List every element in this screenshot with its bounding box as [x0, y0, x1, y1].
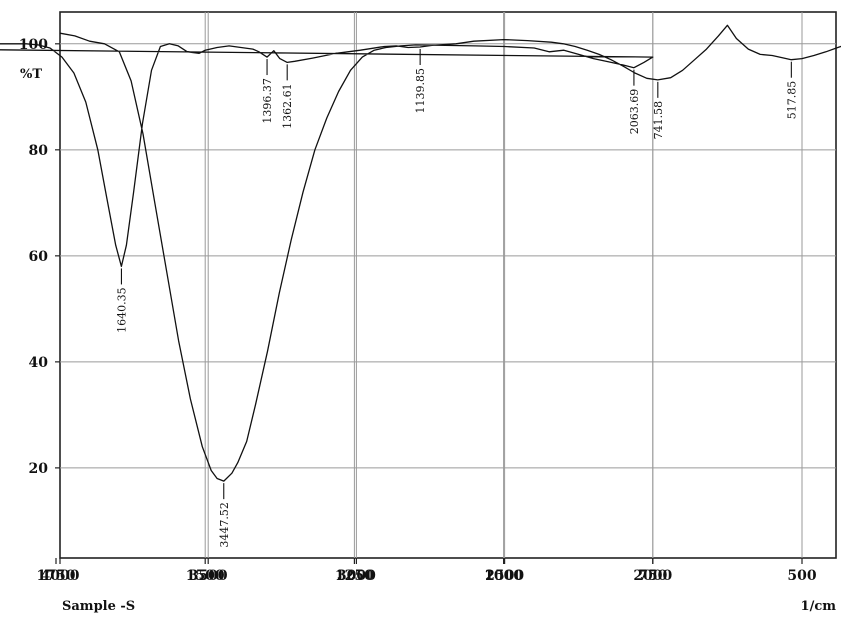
x-tick-label: 3000 — [337, 568, 376, 584]
y-tick-label: 80 — [29, 143, 49, 159]
x-tick-label: 3500 — [189, 568, 228, 584]
y-tick-label: 20 — [29, 461, 49, 477]
peak-label: 1362.61 — [281, 83, 294, 128]
x-tick-label: 750 — [638, 568, 667, 584]
spectrum-series — [0, 24, 841, 482]
x-axis-unit-label: 1/cm — [801, 599, 837, 614]
y-tick-label: 40 — [29, 355, 49, 371]
peak-label: 517.85 — [785, 81, 798, 120]
x-axis-ticks: 4000 3500 3000 2500 2000 1750 1500 1250 1000 750 5… — [37, 558, 817, 584]
peak-label: 2063.69 — [628, 89, 641, 135]
x-tick-label: 2000 — [633, 568, 672, 584]
x-tick-label: 4000 — [41, 568, 80, 584]
peak-labels: 3447.52 2063.69 1640.35 1396.37 1362.61 1139.… — [115, 48, 798, 548]
x-tick-label: 2500 — [485, 568, 524, 584]
plot-frame — [59, 11, 837, 559]
peak-label: 741.58 — [652, 101, 665, 139]
sample-label: Sample -S — [62, 599, 135, 614]
y-axis-label: %T — [20, 67, 42, 82]
grid-lines — [60, 12, 836, 558]
x-tick-label: 500 — [787, 568, 816, 584]
x-tick-label: 1500 — [186, 568, 225, 584]
peak-label: 3447.52 — [218, 502, 231, 547]
x-tick-label: 1250 — [335, 568, 374, 584]
x-tick-label: 1000 — [484, 568, 523, 584]
peak-label: 1396.37 — [261, 78, 274, 124]
y-tick-label: 60 — [29, 249, 49, 265]
x-tick-label: 1750 — [37, 568, 76, 584]
peak-label: 1640.35 — [115, 287, 128, 333]
spectrum-line — [0, 24, 841, 482]
peak-label: 1139.85 — [414, 68, 427, 114]
